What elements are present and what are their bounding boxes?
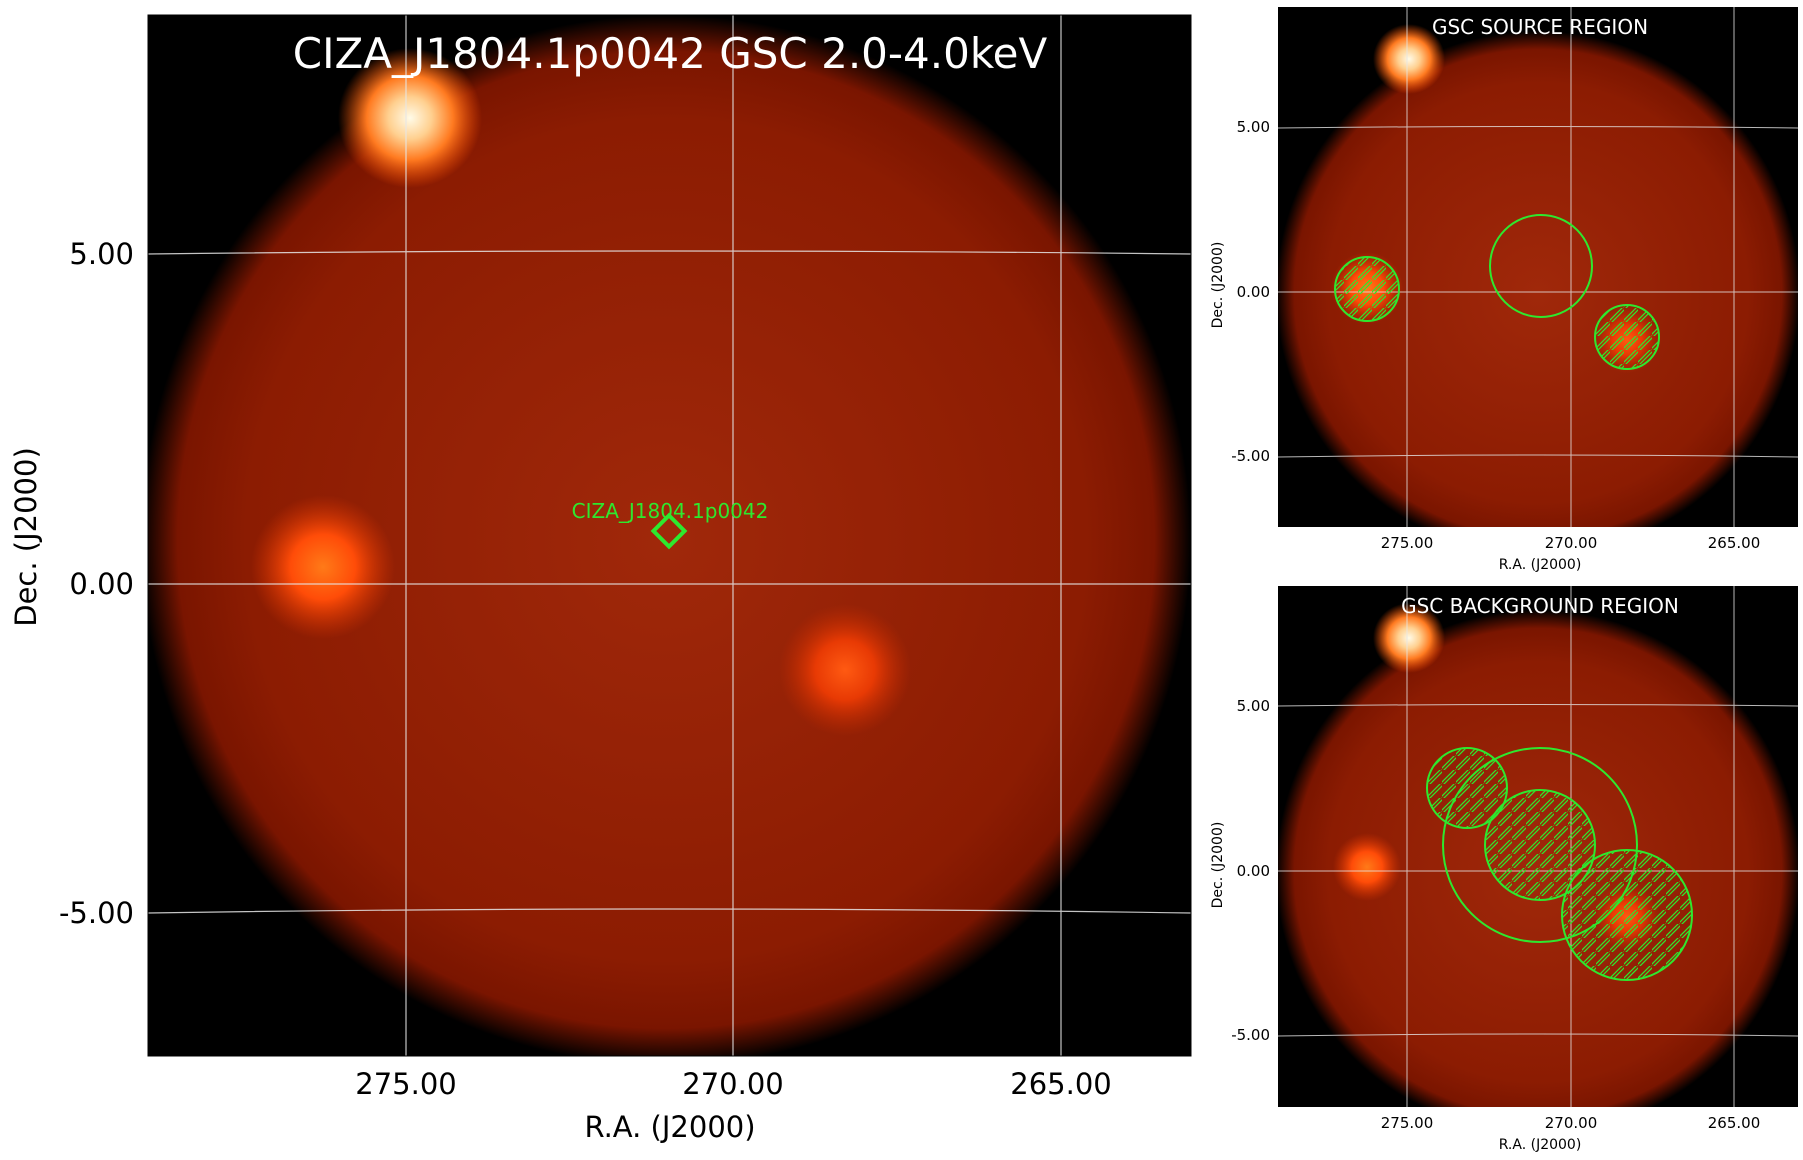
main-image-frame: [147, 14, 1192, 1057]
background-xlabel: R.A. (J2000): [1499, 1137, 1582, 1153]
main-ytick-0: 0.00: [69, 567, 134, 601]
main-xtick-265: 265.00: [1010, 1067, 1111, 1101]
source-xlabel: R.A. (J2000): [1499, 557, 1582, 573]
main-source-left: [251, 495, 395, 639]
main-xlabel: R.A. (J2000): [584, 1110, 755, 1144]
main-image-panel: CIZA_J1804.1p0042 GSC 2.0-4.0keV CIZA_J1…: [9, 14, 1192, 1144]
background-xtick-270: 270.00: [1545, 1114, 1598, 1132]
background-excluded-upper-left: [1426, 747, 1508, 829]
main-field-of-view: [148, 15, 1191, 1056]
source-ytick-neg5: -5.00: [1231, 447, 1270, 465]
source-ytick-0: 0.00: [1237, 283, 1270, 301]
background-xtick-275: 275.00: [1381, 1114, 1434, 1132]
background-xtick-265: 265.00: [1708, 1114, 1761, 1132]
background-excluded-right: [1561, 849, 1693, 981]
main-ylabel: Dec. (J2000): [9, 447, 43, 627]
source-field-of-view: [1278, 31, 1798, 527]
background-ytick-neg5: -5.00: [1231, 1026, 1270, 1044]
main-ytick-5: 5.00: [69, 237, 134, 271]
target-label: CIZA_J1804.1p0042: [572, 499, 769, 523]
background-source-left: [1333, 833, 1401, 901]
background-region-panel: GSC BACKGROUND REGION 5.00 0.00 -5.00 27…: [1210, 586, 1798, 1153]
source-xtick-265: 265.00: [1708, 534, 1761, 552]
main-xtick-270: 270.00: [682, 1067, 783, 1101]
target-diamond-marker: [650, 512, 688, 550]
source-region-panel: GSC SOURCE REGION 5.00 0.00 -5.00 275.00…: [1210, 7, 1798, 573]
background-ytick-5: 5.00: [1237, 697, 1270, 715]
excluded-region-right: [1594, 304, 1660, 370]
source-regions: [1334, 214, 1660, 370]
main-ytick-neg5: -5.00: [59, 896, 134, 930]
main-bright-source: [338, 48, 482, 188]
background-bright-source: [1373, 603, 1445, 673]
excluded-region-left: [1334, 256, 1400, 322]
source-panel-title: GSC SOURCE REGION: [1432, 15, 1648, 39]
main-xtick-275: 275.00: [355, 1067, 456, 1101]
background-excluded-center: [1484, 789, 1596, 901]
source-xtick-275: 275.00: [1381, 534, 1434, 552]
main-title: CIZA_J1804.1p0042 GSC 2.0-4.0keV: [293, 29, 1048, 78]
main-grid: [148, 15, 1191, 1056]
source-grid: [1278, 7, 1798, 527]
background-annulus-outer: [1442, 747, 1638, 943]
background-ylabel: Dec. (J2000): [1210, 822, 1226, 909]
source-region-circle: [1489, 214, 1593, 318]
background-panel-title: GSC BACKGROUND REGION: [1401, 594, 1679, 618]
source-bright-source: [1373, 24, 1445, 94]
source-xtick-270: 270.00: [1545, 534, 1598, 552]
source-ylabel: Dec. (J2000): [1210, 242, 1226, 329]
source-ytick-5: 5.00: [1237, 118, 1270, 136]
background-regions: [1426, 747, 1693, 981]
main-source-right: [779, 604, 911, 736]
background-ytick-0: 0.00: [1237, 862, 1270, 880]
